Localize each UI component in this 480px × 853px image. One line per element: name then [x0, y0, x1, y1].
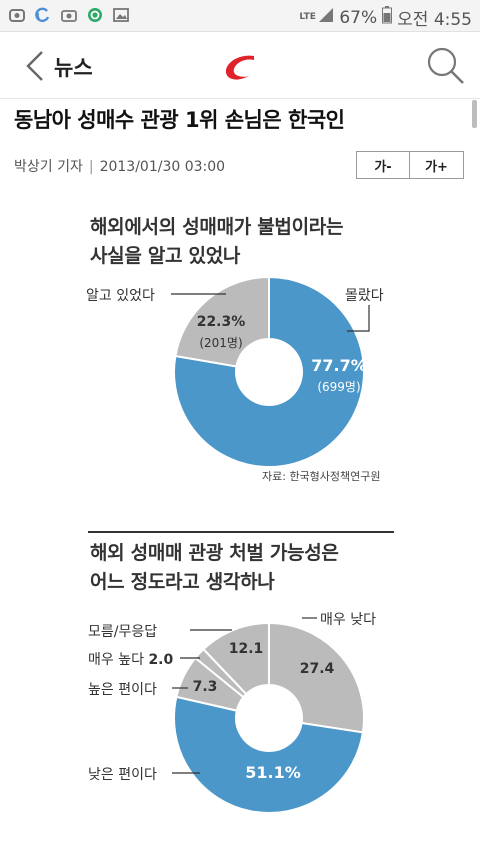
notification-icons	[8, 6, 130, 24]
article-title: 동남아 성매수 관광 1위 손님은 한국인	[14, 108, 345, 132]
app-header: 뉴스	[0, 32, 480, 99]
chart-1-title-line-2: 사실을 알고 있었나	[90, 245, 241, 267]
battery-percent: 67%	[339, 7, 378, 28]
back-button[interactable]	[20, 48, 48, 84]
chart-1-count-unknown: (699명)	[317, 380, 361, 394]
green-app-icon	[86, 6, 104, 24]
search-icon	[427, 47, 464, 84]
section-title[interactable]: 뉴스	[54, 56, 93, 80]
chart-2-slice-4	[202, 621, 270, 696]
chart-2-value-veryhigh: 2.0	[148, 652, 174, 668]
chart-2-value-high: 7.3	[192, 679, 218, 695]
chart-2-title-line-1: 해외 성매매 관광 처벌 가능성은	[90, 542, 339, 564]
chart-1-label-known: 알고 있었다	[86, 288, 155, 304]
chart-1-value-unknown: 77.7%	[311, 356, 367, 375]
chart-1-count-known: (201명)	[199, 336, 243, 350]
chart-2-label-verylow: 매우 낮다	[320, 612, 376, 628]
font-size-controls: 가- 가+	[356, 151, 464, 179]
network-type: LTE	[299, 12, 316, 22]
byline-separator: |	[88, 159, 94, 175]
image-notification-icon	[112, 6, 130, 24]
chart-2-title-line-2: 어느 정도라고 생각하나	[90, 571, 275, 593]
app-notification-icon	[8, 6, 26, 24]
chart-2-label-low: 낮은 편이다	[88, 767, 157, 783]
chart-1-source: 자료: 한국형사정책연구원	[262, 470, 381, 483]
clock: 오전 4:55	[397, 10, 472, 30]
chart-2-slice-0	[268, 621, 365, 734]
chart-1-donut	[173, 275, 365, 468]
font-increase-button[interactable]: 가+	[410, 151, 464, 179]
chosun-logo-icon[interactable]	[216, 50, 264, 84]
chart-2-donut	[173, 621, 365, 814]
chart-1-title: 해외에서의 성매매가 불법이라는 사실을 알고 있었나	[90, 213, 343, 271]
chart-2-value-noanswer: 12.1	[228, 641, 264, 657]
chart-2-label-noanswer: 모름/무응답	[88, 624, 158, 640]
chart-1-slice-0	[173, 275, 365, 468]
chart-2-slice-1	[173, 695, 365, 814]
chart-1-value-known: 22.3%	[196, 314, 246, 330]
chart-2-value-low: 51.1%	[245, 763, 301, 782]
font-decrease-button[interactable]: 가-	[356, 151, 410, 179]
chart-2-value-verylow: 27.4	[299, 661, 335, 677]
chart-2-title: 해외 성매매 관광 처벌 가능성은 어느 정도라고 생각하나	[90, 539, 339, 597]
chart-divider	[88, 531, 394, 533]
chart-2-label-high: 높은 편이다	[88, 682, 157, 698]
chart-1-slice-1	[174, 275, 270, 368]
byline: 박상기 기자 | 2013/01/30 03:00	[14, 156, 225, 176]
signal-icon	[318, 7, 334, 28]
status-indicators: LTE 67% 오전 4:55	[299, 5, 472, 30]
chart-2-label-veryhigh: 매우 높다 2.0	[88, 652, 174, 668]
chart-1-leader-unknown	[347, 305, 370, 332]
sync-icon	[34, 6, 52, 24]
battery-icon	[382, 6, 393, 29]
status-bar: LTE 67% 오전 4:55	[0, 0, 480, 32]
chart-1-title-line-1: 해외에서의 성매매가 불법이라는	[90, 216, 344, 238]
search-button[interactable]	[426, 46, 466, 86]
scrollbar[interactable]	[472, 100, 477, 128]
chevron-left-icon	[26, 51, 43, 81]
chart-1-label-unknown: 몰랐다	[345, 288, 384, 304]
publish-date: 2013/01/30 03:00	[99, 159, 226, 175]
reporter-name: 박상기 기자	[14, 159, 83, 175]
camera-notification-icon	[60, 6, 78, 24]
